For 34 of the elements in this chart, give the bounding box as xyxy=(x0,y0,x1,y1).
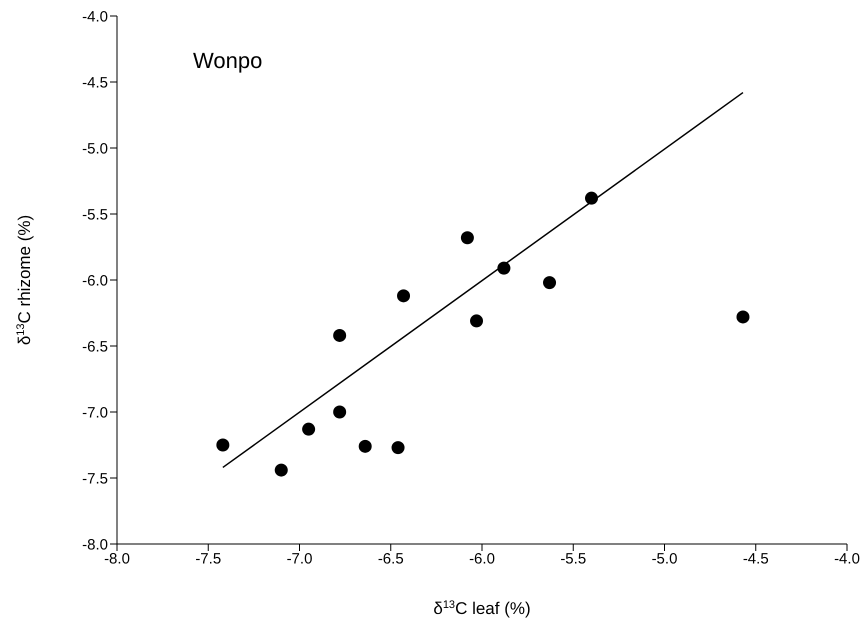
annotation: Wonpo xyxy=(193,48,262,74)
x-tick-label: -5.5 xyxy=(560,550,586,568)
x-tick-label: -5.0 xyxy=(652,550,678,568)
point xyxy=(543,276,556,290)
y-tick-label: -8.0 xyxy=(82,536,108,554)
y-tick-label: -4.0 xyxy=(82,8,108,26)
point xyxy=(302,422,316,436)
x-tick-label: -4.0 xyxy=(834,550,860,568)
point xyxy=(392,441,405,454)
point xyxy=(397,289,410,302)
x-tick-label: -4.5 xyxy=(742,550,769,568)
y-tick-label: -5.0 xyxy=(82,140,108,158)
point xyxy=(333,406,346,418)
y-tick-label: -5.5 xyxy=(82,206,108,224)
x-tick-label: -7.0 xyxy=(286,550,312,568)
point xyxy=(470,314,484,328)
point xyxy=(274,464,288,477)
y-tick-label: -4.5 xyxy=(82,74,108,92)
x-tick-label: -8.0 xyxy=(104,550,130,568)
y-tick-label: -7.5 xyxy=(82,470,108,488)
point xyxy=(497,262,510,275)
x-axis-title: δ$^{13}$C leaf (%) xyxy=(433,599,531,618)
x-tick-label: -6.5 xyxy=(378,550,404,568)
point xyxy=(736,310,750,324)
y-tick-label: -6.0 xyxy=(82,272,108,290)
x-tick-label: -7.5 xyxy=(195,550,222,568)
point xyxy=(585,192,598,205)
point xyxy=(460,231,474,244)
point xyxy=(333,328,346,342)
y-tick-label: -7.0 xyxy=(82,404,108,422)
y-tick-label: -6.5 xyxy=(82,338,108,356)
point xyxy=(216,438,230,452)
x-tick-label: -6.0 xyxy=(469,550,495,568)
point xyxy=(358,440,372,453)
